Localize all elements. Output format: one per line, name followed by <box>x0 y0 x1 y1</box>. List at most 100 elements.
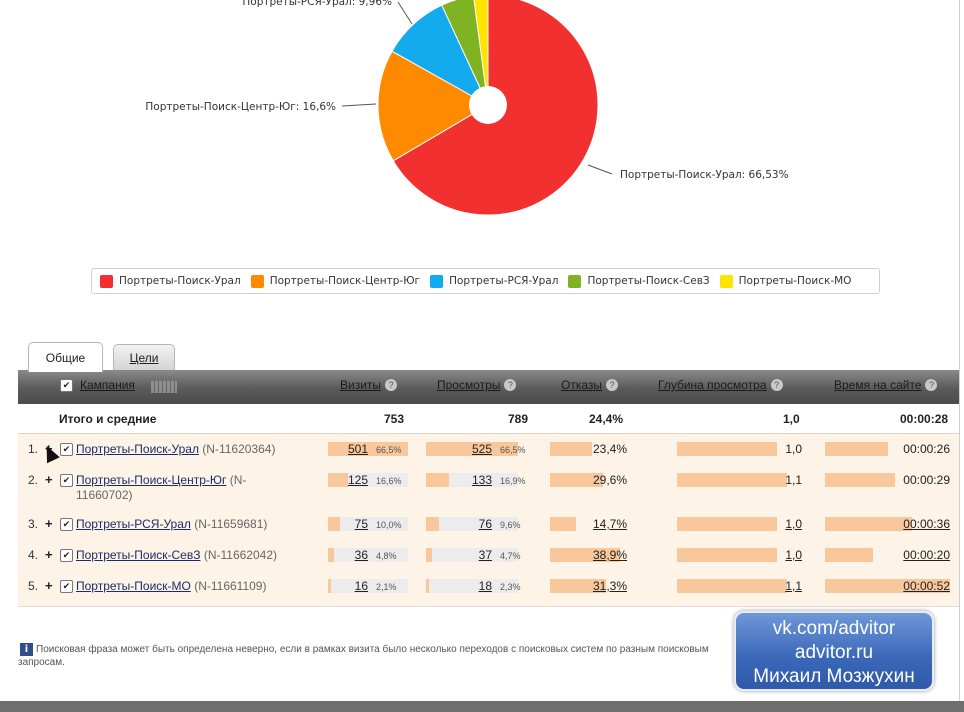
info-note: Поисковая фраза может быть определена не… <box>18 644 709 668</box>
watermark-site: advitor.ru <box>794 642 874 663</box>
row-checkbox[interactable]: ✔ <box>60 443 73 456</box>
legend-item[interactable]: Портреты-Поиск-Урал <box>100 274 241 288</box>
legend-swatch <box>250 274 264 288</box>
expand-icon[interactable]: + <box>45 441 53 456</box>
leader-line <box>397 1 413 25</box>
bounces-bar <box>550 473 603 487</box>
views-percent: 16,9% <box>500 476 526 486</box>
pie-slice[interactable] <box>473 0 489 106</box>
help-icon[interactable]: ? <box>606 379 619 391</box>
legend-item[interactable]: Портреты-Поиск-СевЗ <box>568 274 710 288</box>
select-all-checkbox[interactable]: ✔ <box>60 379 73 392</box>
views-value[interactable]: 37 <box>478 548 492 562</box>
depth-value[interactable]: 1,0 <box>785 517 802 531</box>
header-campaign[interactable]: Кампания <box>80 378 135 392</box>
leader-line <box>341 103 377 107</box>
bounces-bar <box>550 517 576 531</box>
expand-icon[interactable]: + <box>45 516 53 531</box>
views-value[interactable]: 525 <box>471 442 492 456</box>
bounces-value: 23,4% <box>592 442 627 456</box>
help-icon[interactable]: ? <box>385 379 398 391</box>
bounces-value[interactable]: 14,7% <box>592 517 627 531</box>
depth-value[interactable]: 1,1 <box>785 579 802 593</box>
pie-slice[interactable] <box>377 50 490 162</box>
views-value[interactable]: 76 <box>478 517 492 531</box>
views-value[interactable]: 18 <box>478 579 492 593</box>
time-value: 00:00:29 <box>903 473 950 487</box>
views-percent: 4,7% <box>500 551 521 561</box>
watermark-banner: vk.com/advitor advitor.ru Михаил Мозжухи… <box>734 611 934 691</box>
table-row: 4. + ✔ Портреты-Поиск-СевЗ (N-11662042) … <box>18 540 959 570</box>
visits-percent: 10,0% <box>376 520 402 530</box>
time-bar <box>825 473 895 487</box>
bounces-value[interactable]: 31,3% <box>592 579 627 593</box>
views-percent: 2,3% <box>500 582 521 592</box>
views-bar-track <box>426 517 518 531</box>
campaign-id: (N-11662042) <box>203 548 277 562</box>
visits-value[interactable]: 36 <box>354 548 368 562</box>
campaign-link[interactable]: Портреты-Поиск-Центр-Юг <box>76 473 227 487</box>
help-icon[interactable]: ? <box>770 379 783 391</box>
campaign-id: (N-11659681) <box>194 517 268 531</box>
depth-bar <box>677 579 787 593</box>
header-depth[interactable]: Глубина просмотра? <box>658 378 783 392</box>
row-checkbox[interactable]: ✔ <box>60 518 73 531</box>
totals-views: 789 <box>508 412 529 426</box>
depth-bar <box>677 548 777 562</box>
row-checkbox[interactable]: ✔ <box>60 549 73 562</box>
campaign-id: (N-11620364) <box>202 442 276 456</box>
legend-item[interactable]: Портреты-РСЯ-Урал <box>430 274 558 288</box>
views-bar-track <box>426 548 518 562</box>
tab-general[interactable]: Общие <box>28 342 103 372</box>
bounces-value[interactable]: 38,9% <box>592 548 627 562</box>
pie-slice[interactable] <box>441 0 489 106</box>
visits-value[interactable]: 501 <box>347 442 368 456</box>
depth-value[interactable]: 1,0 <box>785 548 802 562</box>
visits-bar <box>328 473 348 487</box>
legend-item[interactable]: Портреты-Поиск-Центр-Юг <box>250 274 420 288</box>
help-icon[interactable]: ? <box>504 379 517 391</box>
help-icon[interactable]: ? <box>925 379 938 391</box>
slice-data-label: Портреты-Поиск-Центр-Юг: 16,6% <box>145 101 336 113</box>
visits-value[interactable]: 125 <box>347 473 368 487</box>
watermark-author: Михаил Мозжухин <box>753 666 915 687</box>
totals-time: 00:00:28 <box>900 412 949 426</box>
header-time[interactable]: Время на сайте? <box>834 378 938 392</box>
expand-icon[interactable]: + <box>45 472 53 487</box>
time-value[interactable]: 00:00:52 <box>903 579 950 593</box>
expand-icon[interactable]: + <box>45 578 53 593</box>
depth-bar <box>677 442 777 456</box>
campaign-name: Портреты-Поиск-Урал (N-11620364) <box>76 442 296 457</box>
row-number: 5. <box>28 579 39 593</box>
tab-goals[interactable]: Цели <box>113 344 175 371</box>
visits-bar <box>328 517 340 531</box>
expand-icon[interactable]: + <box>45 547 53 562</box>
row-checkbox[interactable]: ✔ <box>60 474 73 487</box>
row-checkbox[interactable]: ✔ <box>60 580 73 593</box>
header-visits[interactable]: Визиты? <box>340 378 398 392</box>
totals-visits: 753 <box>384 412 405 426</box>
header-views[interactable]: Просмотры? <box>437 378 517 392</box>
chart-legend: Портреты-Поиск-Урал Портреты-Поиск-Центр-… <box>91 268 880 294</box>
row-number: 1. <box>28 442 39 456</box>
table-row: 1. + ✔ Портреты-Поиск-Урал (N-11620364) … <box>18 434 959 464</box>
campaign-link[interactable]: Портреты-РСЯ-Урал <box>76 517 191 531</box>
legend-label: Портреты-Поиск-Урал <box>119 275 241 287</box>
views-value[interactable]: 133 <box>471 473 492 487</box>
horizontal-scrollbar[interactable] <box>0 701 964 712</box>
legend-item[interactable]: Портреты-Поиск-МО <box>719 274 851 288</box>
time-value[interactable]: 00:00:20 <box>903 548 950 562</box>
bounces-bar <box>550 548 620 562</box>
column-settings-icon[interactable] <box>151 381 177 393</box>
views-bar <box>426 442 518 456</box>
visits-value[interactable]: 75 <box>354 517 368 531</box>
legend-label: Портреты-Поиск-СевЗ <box>587 275 710 287</box>
time-value[interactable]: 00:00:36 <box>903 517 950 531</box>
row-number: 2. <box>28 473 39 487</box>
campaign-link[interactable]: Портреты-Поиск-Урал <box>76 442 199 456</box>
visits-value[interactable]: 16 <box>354 579 368 593</box>
header-bounces[interactable]: Отказы? <box>561 378 619 392</box>
row-number: 3. <box>28 517 39 531</box>
campaign-link[interactable]: Портреты-Поиск-МО <box>76 579 191 593</box>
campaign-link[interactable]: Портреты-Поиск-СевЗ <box>76 548 201 562</box>
